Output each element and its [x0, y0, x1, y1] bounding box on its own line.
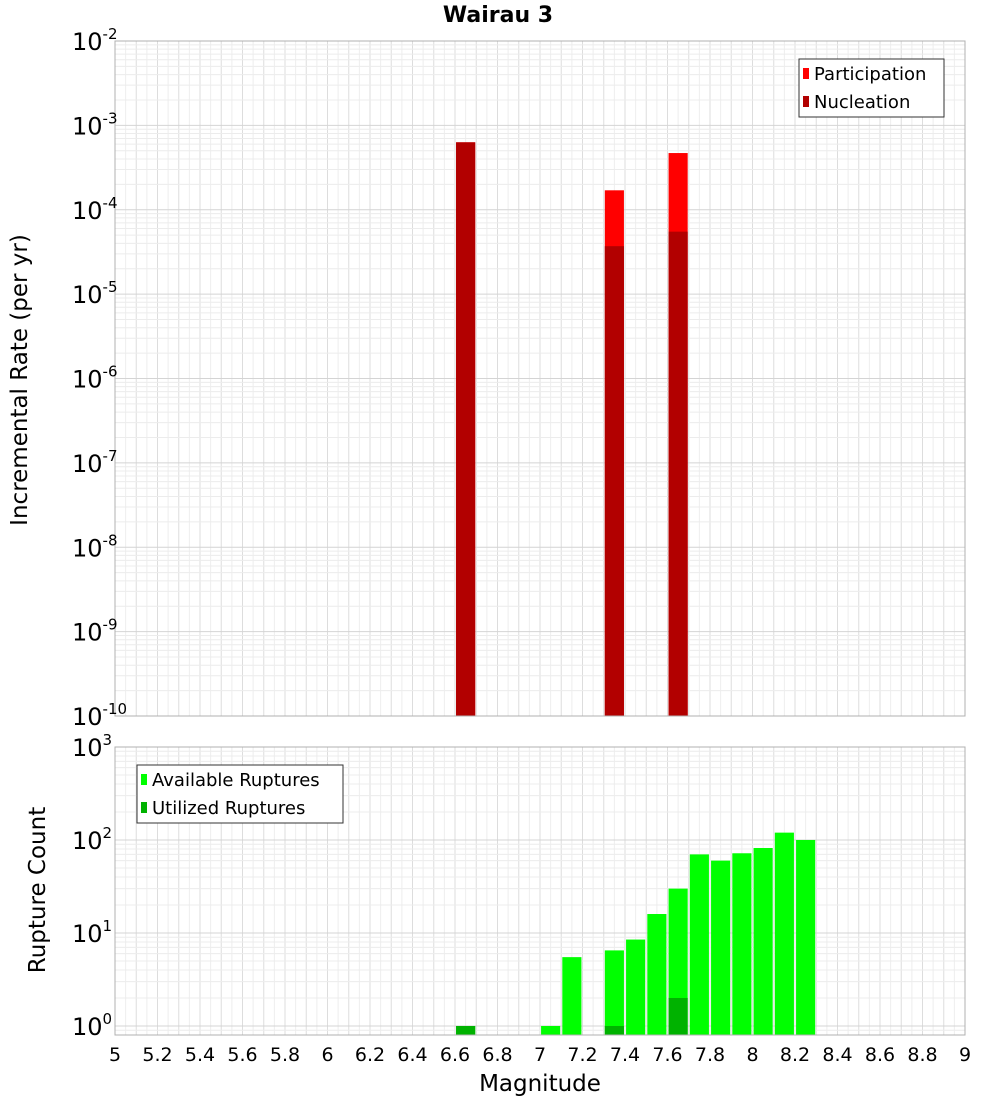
magnitude-tick-label: 7.6 [652, 1044, 682, 1066]
magnitude-tick-label: 5.2 [142, 1044, 172, 1066]
magnitude-tick-label: 8.6 [865, 1044, 895, 1066]
count-y-tick-label: 100 [72, 1010, 112, 1041]
count-legend-label: Utilized Ruptures [152, 798, 305, 819]
count-legend-swatch [141, 802, 147, 813]
count-bar-series1 [626, 939, 646, 1035]
rate-y-tick-label: 10-7 [72, 447, 118, 478]
count-legend-label: Available Ruptures [152, 770, 320, 791]
count-y-tick-label: 102 [72, 824, 112, 855]
count-y-tick-label: 101 [72, 917, 112, 948]
magnitude-tick-label: 6.2 [355, 1044, 385, 1066]
count-bar-series1 [732, 853, 752, 1035]
count-bar-series1 [774, 832, 794, 1035]
count-bar-series1 [562, 957, 582, 1035]
rate-plot-frame [114, 40, 966, 717]
rate-legend-swatch [803, 68, 809, 79]
count-bar-series1 [753, 848, 773, 1035]
count-legend [136, 764, 344, 824]
count-bar-series2 [456, 1025, 476, 1035]
count-bar-series1 [711, 860, 731, 1035]
magnitude-tick-label: 8.2 [780, 1044, 810, 1066]
magnitude-tick-label: 6.8 [482, 1044, 512, 1066]
rate-legend-label: Participation [814, 64, 926, 85]
rate-legend [798, 58, 945, 118]
count-bar-series1 [689, 854, 709, 1035]
count-axis-label: Rupture Count [25, 807, 51, 973]
rate-y-tick-label: 10-2 [72, 25, 118, 56]
count-bar-series1 [796, 839, 816, 1035]
magnitude-tick-label: 5.4 [185, 1044, 215, 1066]
rate-bar-series2 [604, 246, 624, 716]
magnitude-tick-label: 7.8 [695, 1044, 725, 1066]
count-legend-swatch [141, 774, 147, 785]
rate-bar-series2 [456, 142, 476, 716]
rate-y-tick-label: 10-3 [72, 109, 118, 140]
count-bar-series2 [668, 997, 688, 1035]
magnitude-tick-label: 5.6 [227, 1044, 257, 1066]
rate-y-tick-label: 10-4 [72, 194, 118, 225]
rate-panel: 10-2 10-3 10-4 10-5 10-6 10-7 10-8 10-9 10-10 Par… [72, 25, 966, 731]
magnitude-tick-label: 5 [109, 1044, 121, 1066]
magnitude-tick-label: 7.4 [610, 1044, 640, 1066]
chart-title: Wairau 3 [443, 3, 553, 28]
magnitude-tick-label: 7.2 [567, 1044, 597, 1066]
count-bar-series2 [604, 1025, 624, 1035]
rate-y-tick-label: 10-9 [72, 616, 118, 647]
count-bar-series1 [647, 914, 667, 1035]
count-panel: 103 102 101 100 Available Ruptures Utilized R… [72, 731, 971, 1066]
rate-y-tick-label: 10-10 [72, 700, 127, 731]
magnitude-tick-label: 6 [321, 1044, 333, 1066]
magnitude-tick-label: 5.8 [270, 1044, 300, 1066]
magnitude-tick-label: 6.6 [440, 1044, 470, 1066]
rate-legend-swatch [803, 96, 809, 107]
magnitude-tick-label: 8.4 [822, 1044, 852, 1066]
magnitude-tick-label: 8 [746, 1044, 758, 1066]
count-y-tick-label: 103 [72, 731, 112, 762]
magnitude-tick-label: 9 [959, 1044, 971, 1066]
rate-axis-label: Incremental Rate (per yr) [7, 234, 33, 526]
count-bar-series1 [541, 1025, 561, 1035]
rate-y-tick-label: 10-6 [72, 363, 118, 394]
magnitude-tick-label: 6.4 [397, 1044, 427, 1066]
magnitude-tick-label: 8.8 [907, 1044, 937, 1066]
rate-y-tick-label: 10-8 [72, 531, 118, 562]
rate-bar-series2 [668, 231, 688, 716]
count-plot-frame [114, 746, 966, 1036]
count-bar-series1 [604, 950, 624, 1035]
rate-y-tick-label: 10-5 [72, 278, 118, 309]
magnitude-axis-label: Magnitude [479, 1071, 601, 1097]
rate-legend-label: Nucleation [814, 92, 910, 113]
magnitude-tick-label: 7 [534, 1044, 546, 1066]
